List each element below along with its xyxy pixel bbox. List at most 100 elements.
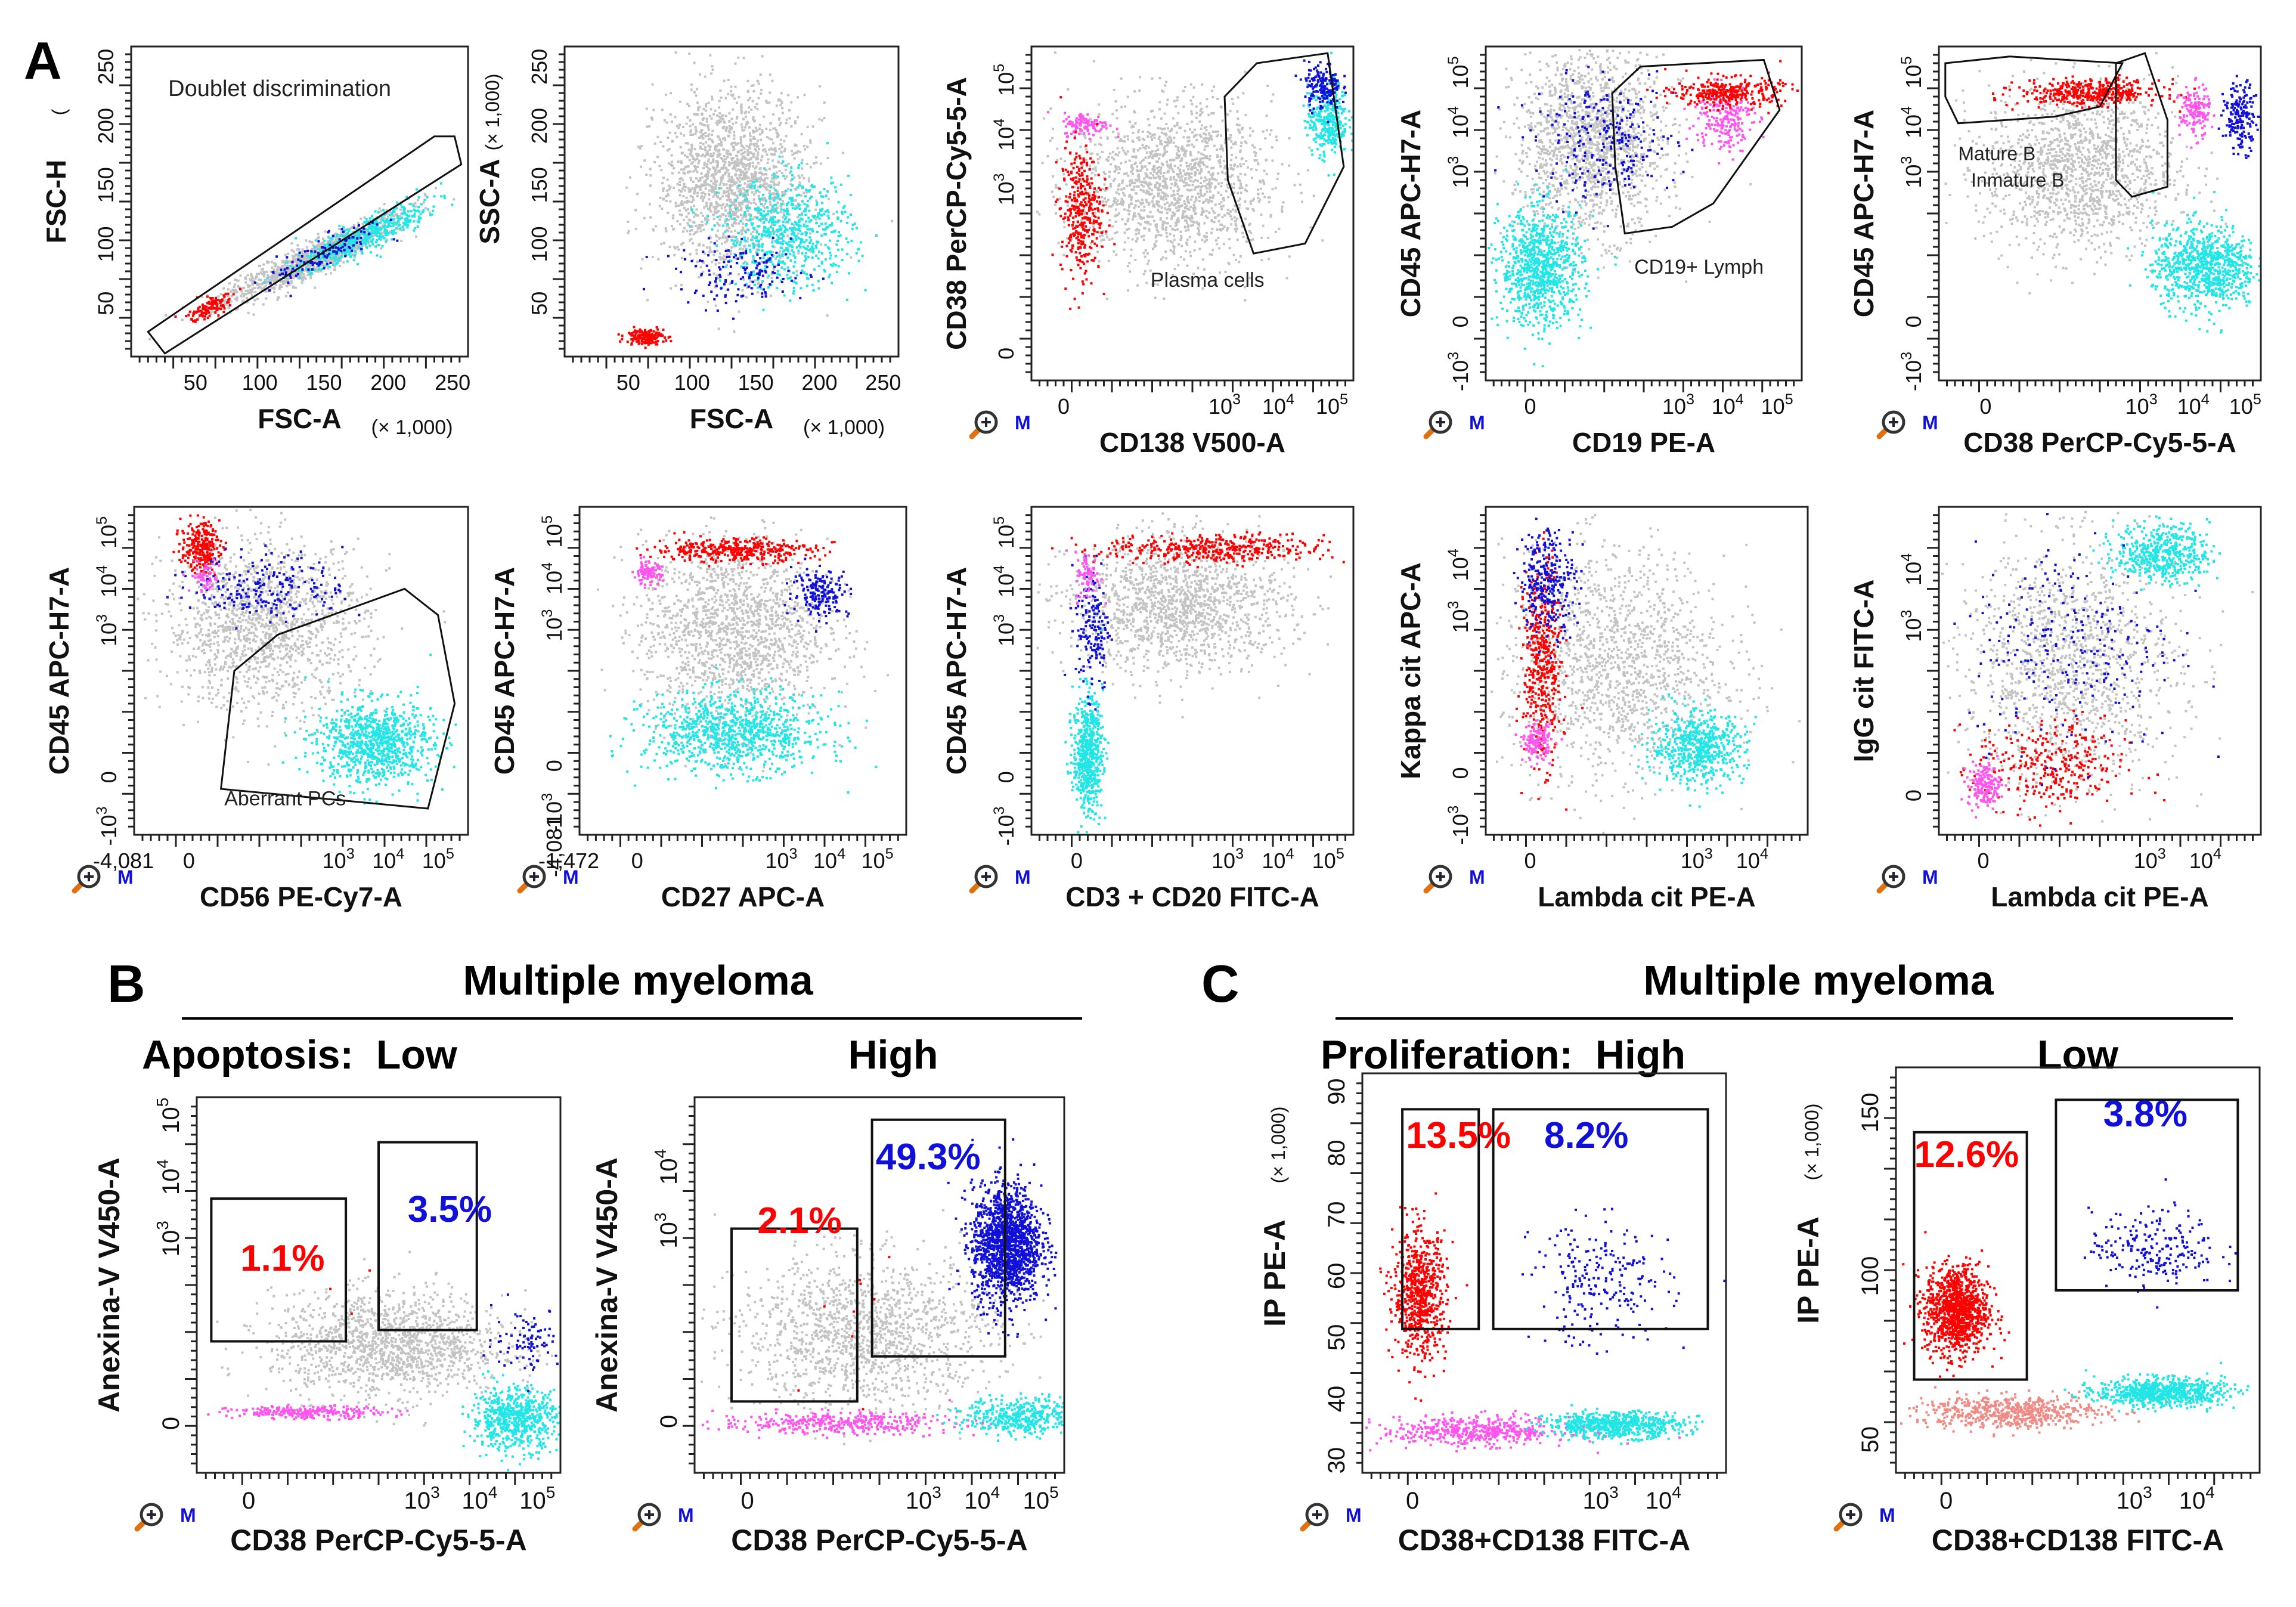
event-dot bbox=[641, 258, 644, 261]
event-dot bbox=[845, 221, 848, 224]
event-dot bbox=[713, 224, 716, 227]
event-dot bbox=[780, 227, 783, 230]
event-dot bbox=[1228, 247, 1231, 250]
event-dot bbox=[723, 173, 726, 176]
event-dot bbox=[304, 277, 307, 280]
event-dot bbox=[709, 203, 712, 206]
event-dot bbox=[402, 228, 405, 231]
event-dot bbox=[399, 227, 402, 230]
event-dot bbox=[718, 187, 721, 190]
event-dot bbox=[407, 221, 410, 224]
event-dot bbox=[320, 246, 323, 249]
event-dot bbox=[699, 259, 701, 262]
event-dot bbox=[735, 163, 738, 166]
event-dot bbox=[746, 192, 749, 195]
event-dot bbox=[764, 200, 767, 203]
event-dot bbox=[735, 121, 738, 124]
event-dot bbox=[280, 268, 283, 271]
event-dot bbox=[348, 241, 351, 244]
event-dot bbox=[706, 215, 709, 217]
event-dot bbox=[717, 170, 720, 173]
event-dot bbox=[787, 162, 790, 165]
event-dot bbox=[820, 252, 823, 255]
event-dot bbox=[818, 225, 820, 228]
event-dot bbox=[746, 219, 749, 222]
event-dot bbox=[714, 234, 717, 237]
event-dot bbox=[742, 294, 745, 297]
event-dot bbox=[743, 236, 746, 239]
event-dot bbox=[205, 310, 208, 313]
event-dot bbox=[796, 224, 799, 227]
event-dot bbox=[751, 223, 754, 226]
event-dot bbox=[237, 279, 240, 282]
event-dot bbox=[696, 191, 699, 194]
event-dot bbox=[713, 298, 716, 301]
event-dot bbox=[1161, 89, 1163, 92]
event-dot bbox=[766, 101, 768, 104]
event-dot bbox=[744, 163, 747, 166]
event-dot bbox=[773, 187, 776, 190]
event-dot bbox=[1244, 70, 1247, 73]
event-dot bbox=[277, 271, 280, 274]
event-dot bbox=[772, 253, 775, 256]
event-dot bbox=[267, 274, 269, 277]
event-dot bbox=[393, 210, 396, 213]
event-dot bbox=[659, 196, 662, 199]
event-dot bbox=[785, 241, 788, 244]
event-dot bbox=[683, 168, 686, 171]
event-dot bbox=[213, 299, 216, 302]
event-dot bbox=[297, 258, 300, 261]
event-dot bbox=[370, 235, 373, 238]
event-dot bbox=[804, 255, 807, 258]
event-dot bbox=[722, 192, 725, 195]
event-dot bbox=[352, 244, 355, 247]
event-dot bbox=[375, 233, 378, 236]
event-dot bbox=[783, 140, 786, 143]
event-dot bbox=[738, 95, 740, 98]
event-dot bbox=[349, 240, 352, 243]
event-dot bbox=[401, 225, 404, 228]
event-dot bbox=[723, 137, 726, 140]
event-dot bbox=[767, 233, 770, 236]
event-dot bbox=[741, 129, 744, 132]
event-dot bbox=[792, 280, 795, 283]
event-dot bbox=[770, 231, 773, 234]
event-dot bbox=[689, 134, 692, 137]
event-dot bbox=[705, 246, 708, 249]
event-dot bbox=[756, 273, 759, 275]
event-dot bbox=[776, 132, 779, 135]
event-dot bbox=[274, 273, 277, 275]
event-dot bbox=[769, 283, 771, 286]
event-dot bbox=[346, 241, 349, 244]
event-dot bbox=[766, 153, 769, 156]
event-dot bbox=[309, 255, 312, 258]
event-dot bbox=[252, 280, 255, 283]
event-dot bbox=[748, 165, 751, 168]
event-dot bbox=[674, 202, 677, 205]
event-dot bbox=[747, 228, 750, 231]
event-dot bbox=[780, 205, 783, 208]
event-dot bbox=[766, 276, 769, 279]
event-dot bbox=[1182, 89, 1185, 92]
event-dot bbox=[811, 256, 814, 259]
event-dot bbox=[242, 294, 245, 297]
event-dot bbox=[732, 201, 734, 204]
event-dot bbox=[754, 130, 757, 133]
event-dot bbox=[720, 181, 723, 184]
event-dot bbox=[761, 295, 764, 298]
event-dot bbox=[691, 161, 694, 164]
event-dot bbox=[772, 220, 774, 223]
event-dot bbox=[365, 218, 368, 221]
event-dot bbox=[754, 279, 757, 282]
event-dot bbox=[735, 300, 738, 303]
event-dot bbox=[1117, 188, 1120, 191]
event-dot bbox=[314, 259, 317, 262]
event-dot bbox=[296, 273, 299, 275]
event-dot bbox=[725, 218, 728, 221]
event-dot bbox=[788, 197, 791, 200]
event-dot bbox=[689, 119, 692, 122]
tick-label: 100 bbox=[674, 370, 710, 395]
event-dot bbox=[774, 188, 777, 191]
event-dot bbox=[817, 212, 820, 215]
event-dot bbox=[1123, 140, 1126, 143]
